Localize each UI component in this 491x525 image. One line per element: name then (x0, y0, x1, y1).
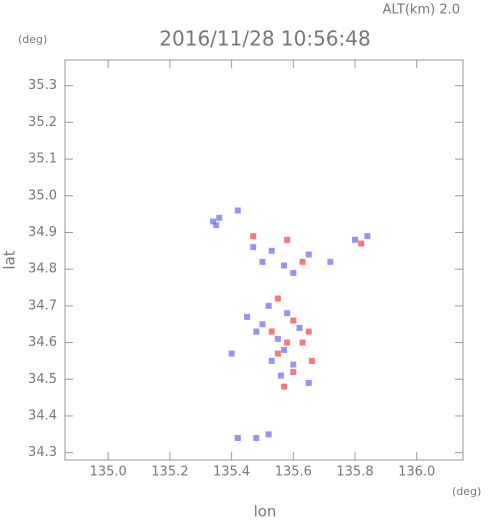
echo-cell (253, 434, 260, 441)
altitude-label: ALT(km) 2.0 (383, 3, 460, 18)
y-tick-label: 34.4 (28, 408, 57, 423)
echo-cell (253, 328, 260, 335)
echo-cell (210, 218, 217, 225)
x-tick-label: 135.4 (213, 465, 250, 480)
y-tick-label: 34.5 (28, 372, 57, 387)
y-tick-label: 35.1 (28, 152, 57, 167)
echo-cell (281, 383, 288, 390)
echo-cell (265, 302, 272, 309)
echo-cell (259, 258, 266, 265)
echo-cell (290, 317, 297, 324)
echo-cell (284, 236, 291, 243)
echo-cell (274, 350, 281, 357)
y-tick-label: 34.8 (28, 262, 57, 277)
echo-cell (305, 379, 312, 386)
echo-cell (308, 357, 315, 364)
echo-cell (281, 346, 288, 353)
echo-cell (250, 244, 257, 251)
y-tick-label: 34.3 (28, 445, 57, 460)
y-tick-label: 35.3 (28, 78, 57, 93)
echo-cell (290, 368, 297, 375)
echo-cell (228, 350, 235, 357)
y-tick-label: 35.2 (28, 115, 57, 130)
x-tick-label: 135.2 (151, 465, 188, 480)
echo-cell (265, 431, 272, 438)
echo-cell (250, 233, 257, 240)
echo-cell (290, 269, 297, 276)
echo-cell (277, 372, 284, 379)
echo-cell (259, 321, 266, 328)
echo-cell (284, 339, 291, 346)
echo-cell (305, 251, 312, 258)
echo-cell (234, 207, 241, 214)
echo-cell (213, 222, 220, 229)
x-unit: (deg) (452, 485, 481, 498)
echo-cell (268, 247, 275, 254)
x-tick-label: 135.6 (275, 465, 312, 480)
echo-cell (290, 361, 297, 368)
echo-cell (268, 328, 275, 335)
echo-cell (296, 324, 303, 331)
x-tick-label: 135.0 (90, 465, 127, 480)
echo-cell (305, 328, 312, 335)
echo-cell (244, 313, 251, 320)
echo-cell (299, 258, 306, 265)
x-axis-label: lon (254, 503, 277, 521)
echo-cell (284, 310, 291, 317)
y-tick-label: 34.6 (28, 335, 57, 350)
x-tick-label: 135.8 (336, 465, 373, 480)
y-unit: (deg) (18, 33, 47, 46)
chart-title: 2016/11/28 10:56:48 (159, 27, 370, 51)
echo-cell (234, 434, 241, 441)
echo-cell (274, 295, 281, 302)
plot-frame (64, 59, 464, 461)
echo-cell (364, 233, 371, 240)
x-tick-label: 136.0 (398, 465, 435, 480)
echo-cell (358, 240, 365, 247)
echo-cell (216, 214, 223, 221)
y-axis-label: lat (1, 250, 19, 269)
y-tick-label: 34.7 (28, 298, 57, 313)
echo-cell (281, 262, 288, 269)
echo-cell (268, 357, 275, 364)
echo-cell (299, 339, 306, 346)
echo-cell (327, 258, 334, 265)
echo-cell (274, 335, 281, 342)
y-tick-label: 35.0 (28, 188, 57, 203)
y-tick-label: 34.9 (28, 225, 57, 240)
echo-cell (352, 236, 359, 243)
